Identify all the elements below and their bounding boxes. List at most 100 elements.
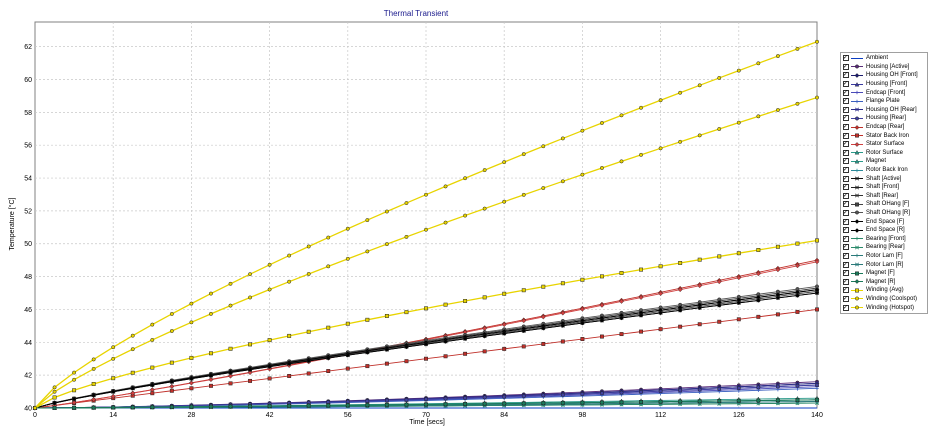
legend-item[interactable]: Bearing [Front] [843,234,925,243]
data-point [502,199,507,204]
data-point [267,403,272,409]
legend-item[interactable]: Shaft [Active] [843,174,925,183]
series-line [33,238,819,410]
legend-item[interactable]: End Space [R] [843,226,925,235]
legend-item[interactable]: Ambient [843,54,925,63]
data-point [736,317,741,322]
y-tick-label: 54 [24,176,32,183]
data-point [855,99,859,103]
legend-checkbox[interactable] [843,192,849,199]
data-point [130,370,135,375]
legend-swatch [851,150,863,155]
legend-item[interactable]: Endcap [Rear] [843,123,925,132]
data-point [149,404,155,410]
legend-checkbox[interactable] [843,89,849,96]
legend-checkbox[interactable] [843,184,849,191]
legend-checkbox[interactable] [843,295,849,302]
legend-checkbox[interactable] [843,287,849,294]
legend-checkbox[interactable] [843,244,849,251]
legend-checkbox[interactable] [843,149,849,156]
legend-checkbox[interactable] [843,115,849,122]
legend-checkbox[interactable] [843,175,849,182]
data-point [384,361,389,366]
data-point [404,359,409,364]
legend-checkbox[interactable] [843,106,849,113]
legend-item[interactable]: Winding (Coolspot) [843,295,925,304]
legend-checkbox[interactable] [843,252,849,259]
legend-item[interactable]: Endcap [Front] [843,88,925,97]
legend-label: Bearing [Front] [866,235,906,242]
data-point [169,311,174,316]
legend-item[interactable]: Housing [Rear] [843,114,925,123]
legend-label: Magnet [F] [866,270,895,277]
data-point [697,387,702,392]
legend-checkbox[interactable] [843,278,849,285]
legend-label: Endcap [Front] [866,89,906,96]
legend-item[interactable]: Rotor Surface [843,149,925,158]
y-tick-label: 52 [24,208,32,215]
legend-item[interactable]: Housing [Active] [843,63,925,72]
data-point [91,397,97,402]
data-point [463,213,468,218]
legend-item[interactable]: Magnet [F] [843,269,925,278]
legend-checkbox[interactable] [843,167,849,174]
legend-checkbox[interactable] [843,72,849,79]
data-point [814,290,820,296]
legend-checkbox[interactable] [843,158,849,165]
data-point [580,400,585,406]
legend-item[interactable]: Stator Surface [843,140,925,149]
data-point [855,64,859,69]
legend-item[interactable]: Bearing [Rear] [843,243,925,252]
legend-checkbox[interactable] [843,235,849,242]
legend-checkbox[interactable] [843,209,849,216]
legend-checkbox[interactable] [843,141,849,148]
legend-checkbox[interactable] [843,63,849,70]
data-point [541,393,546,398]
legend-swatch [851,133,863,138]
legend-checkbox[interactable] [843,261,849,268]
data-point [423,341,429,347]
legend-item[interactable]: Rotor Lam [F] [843,252,925,261]
legend-item[interactable]: Housing [Front] [843,80,925,89]
legend-label: Rotor Surface [866,149,904,156]
legend-checkbox[interactable] [843,98,849,105]
legend-checkbox[interactable] [843,124,849,131]
legend-item[interactable]: Shaft [Front] [843,183,925,192]
legend-item[interactable]: Stator Back Iron [843,131,925,140]
legend-label: End Space [F] [866,218,905,225]
y-tick-label: 42 [24,373,32,380]
legend-checkbox[interactable] [843,55,849,62]
legend-item[interactable]: Magnet [R] [843,277,925,286]
legend-item[interactable]: Rotor Lam [R] [843,260,925,269]
legend-item[interactable]: Shaft [Rear] [843,192,925,201]
legend-checkbox[interactable] [843,270,849,277]
legend-item[interactable]: End Space [F] [843,217,925,226]
legend-item[interactable]: Magnet [843,157,925,166]
x-tick-label: 14 [109,412,117,419]
data-point [855,305,859,310]
legend-item[interactable]: Flange Plate [843,97,925,106]
legend-item[interactable]: Housing OH [Front] [843,71,925,80]
data-point [580,392,585,396]
data-point [619,113,624,118]
legend-checkbox[interactable] [843,201,849,208]
data-point [697,83,702,88]
legend-checkbox[interactable] [843,304,849,311]
legend-checkbox[interactable] [843,132,849,139]
data-point [855,245,859,250]
legend-item[interactable]: Rotor Back Iron [843,166,925,175]
legend-swatch [851,90,863,95]
legend-item[interactable]: Winding (Hotspot) [843,303,925,312]
data-point [443,302,448,307]
legend-checkbox[interactable] [843,218,849,225]
legend-checkbox[interactable] [843,81,849,88]
data-point [521,344,526,349]
legend-item[interactable]: Winding (Avg) [843,286,925,295]
legend-item[interactable]: Shaft OHang [F] [843,200,925,209]
legend-item[interactable]: Housing OH [Rear] [843,106,925,115]
legend-checkbox[interactable] [843,227,849,234]
data-point [638,399,644,405]
legend-swatch [851,219,863,224]
data-point [795,387,800,391]
legend-item[interactable]: Shaft OHang [R] [843,209,925,218]
